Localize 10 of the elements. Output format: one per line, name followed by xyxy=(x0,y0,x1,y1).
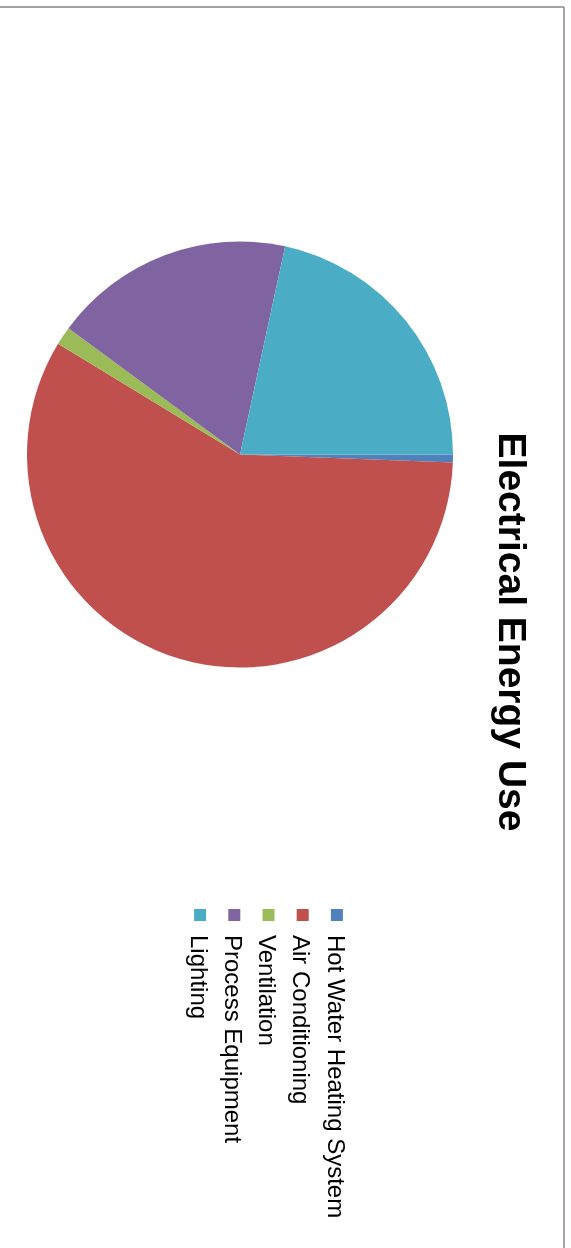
pie-slice xyxy=(68,241,286,455)
legend-label: Process Equipment xyxy=(219,935,247,1144)
legend-label: Hot Water Heating System xyxy=(322,935,350,1219)
text: Electrical Energy Use xyxy=(491,432,535,832)
pie-slice xyxy=(58,328,240,455)
legend-label: Ventilation xyxy=(254,935,282,1046)
pie-slice xyxy=(240,246,453,455)
legend-label: Air Conditioning xyxy=(288,935,316,1105)
legend-label: Lighting xyxy=(185,935,213,1020)
pie-slice xyxy=(27,343,453,668)
